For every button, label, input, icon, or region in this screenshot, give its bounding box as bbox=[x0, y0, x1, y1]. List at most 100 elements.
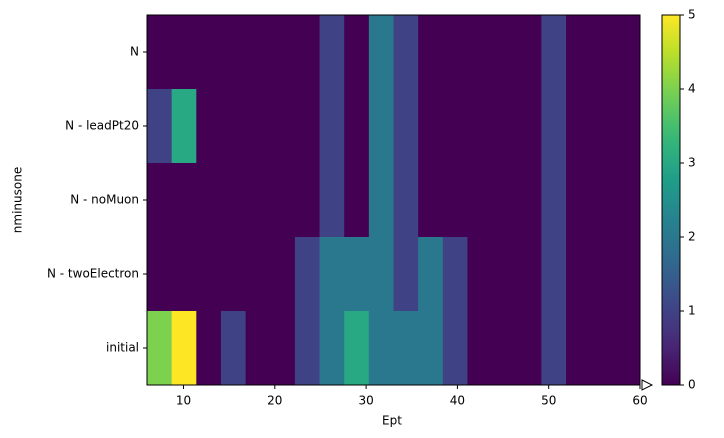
colorbar-tick-label: 3 bbox=[688, 156, 696, 170]
x-tick-label: 60 bbox=[632, 394, 647, 408]
heatmap-cell bbox=[615, 89, 641, 164]
heatmap-cell bbox=[294, 163, 321, 238]
heatmap-cell bbox=[294, 15, 321, 90]
heatmap-cell bbox=[319, 311, 345, 386]
heatmap-cell bbox=[294, 237, 321, 312]
heatmap-cell bbox=[418, 15, 444, 90]
heatmap-cell bbox=[245, 15, 271, 90]
heatmap-cell bbox=[590, 15, 616, 90]
heatmap-cell bbox=[615, 15, 641, 90]
heatmap-cell bbox=[344, 89, 370, 164]
heatmap-cell bbox=[368, 15, 394, 90]
heatmap-cell bbox=[442, 311, 468, 386]
heatmap-cell bbox=[615, 163, 641, 238]
heatmap-cell bbox=[196, 89, 222, 164]
colorbar-tick-label: 4 bbox=[688, 82, 696, 96]
heatmap-cell bbox=[196, 15, 222, 90]
y-tick-label: N - noMuon bbox=[70, 193, 139, 207]
y-tick-label: N bbox=[130, 45, 139, 59]
heatmap-cell bbox=[270, 15, 296, 90]
heatmap-cell bbox=[220, 237, 247, 312]
heatmap-cell bbox=[270, 163, 296, 238]
y-tick-label: N - twoElectron bbox=[47, 267, 139, 281]
heatmap-cell bbox=[368, 237, 394, 312]
heatmap-cell bbox=[516, 237, 542, 312]
heatmap-cell bbox=[220, 89, 247, 164]
x-tick-label: 10 bbox=[176, 394, 191, 408]
arrow-marker bbox=[641, 379, 654, 391]
heatmap-cell bbox=[368, 163, 394, 238]
heatmap-cell bbox=[590, 163, 616, 238]
heatmap-cell bbox=[492, 311, 518, 386]
heatmap-cell bbox=[467, 89, 493, 164]
heatmap-cell bbox=[147, 311, 173, 386]
colorbar-tick-label: 2 bbox=[688, 230, 696, 244]
heatmap-cell bbox=[368, 311, 394, 386]
heatmap-cell bbox=[442, 89, 468, 164]
heatmap-cell bbox=[566, 89, 592, 164]
heatmap-cell bbox=[344, 237, 370, 312]
colorbar-tick-label: 5 bbox=[688, 8, 696, 22]
heatmap-cell bbox=[516, 89, 542, 164]
heatmap-cell bbox=[516, 311, 542, 386]
heatmap-cell bbox=[566, 237, 592, 312]
heatmap-cell bbox=[566, 15, 592, 90]
heatmap-cell bbox=[467, 311, 493, 386]
heatmap-cell bbox=[171, 163, 197, 238]
heatmap-cell bbox=[368, 89, 394, 164]
heatmap-cell bbox=[516, 163, 542, 238]
x-tick-label: 50 bbox=[541, 394, 556, 408]
heatmap-cell bbox=[245, 89, 271, 164]
heatmap-cell bbox=[418, 311, 444, 386]
heatmap-cell bbox=[566, 163, 592, 238]
heatmap-cell bbox=[541, 15, 567, 90]
heatmap-cell bbox=[147, 163, 173, 238]
heatmap-cell bbox=[393, 237, 419, 312]
heatmap-cell bbox=[270, 237, 296, 312]
y-tick-label: N - leadPt20 bbox=[65, 119, 139, 133]
heatmap-cell bbox=[319, 163, 345, 238]
colorbar-tick-label: 1 bbox=[688, 304, 696, 318]
heatmap-cell bbox=[319, 15, 345, 90]
heatmap-cell bbox=[344, 163, 370, 238]
heatmap-cell bbox=[393, 15, 419, 90]
heatmap-cell bbox=[393, 89, 419, 164]
heatmap-cell bbox=[541, 237, 567, 312]
heatmap-cell bbox=[566, 311, 592, 386]
colorbar bbox=[661, 14, 681, 386]
heatmap-cell bbox=[270, 311, 296, 386]
heatmap-cell bbox=[492, 237, 518, 312]
heatmap-cell bbox=[344, 311, 370, 386]
heatmap-cell bbox=[196, 311, 222, 386]
heatmap-cell bbox=[615, 237, 641, 312]
heatmap-cell bbox=[294, 89, 321, 164]
heatmap-cell bbox=[245, 163, 271, 238]
heatmap-cell bbox=[147, 237, 173, 312]
heatmap-cell bbox=[590, 311, 616, 386]
heatmap-cell bbox=[171, 89, 197, 164]
x-tick-label: 40 bbox=[450, 394, 465, 408]
heatmap-cell bbox=[245, 237, 271, 312]
heatmap-cell bbox=[147, 89, 173, 164]
heatmap-cell bbox=[615, 311, 641, 386]
heatmap-cell bbox=[541, 89, 567, 164]
heatmap-cell bbox=[541, 163, 567, 238]
heatmap-cell bbox=[344, 15, 370, 90]
x-axis-label: Ept bbox=[382, 414, 402, 428]
heatmap-cell bbox=[220, 311, 247, 386]
heatmap-cell bbox=[220, 163, 247, 238]
heatmap-cell bbox=[171, 15, 197, 90]
heatmap-cell bbox=[467, 237, 493, 312]
x-tick-label: 20 bbox=[267, 394, 282, 408]
heatmap-cell bbox=[442, 163, 468, 238]
heatmap-cell bbox=[467, 15, 493, 90]
heatmap-cell bbox=[442, 15, 468, 90]
heatmap-cell bbox=[196, 237, 222, 312]
heatmap-cell bbox=[393, 311, 419, 386]
heatmap-cell bbox=[418, 237, 444, 312]
heatmap-cell bbox=[442, 237, 468, 312]
heatmap-cell bbox=[492, 163, 518, 238]
y-axis-label: nminusone bbox=[11, 167, 25, 233]
heatmap-cell bbox=[590, 237, 616, 312]
heatmap-cell bbox=[418, 163, 444, 238]
